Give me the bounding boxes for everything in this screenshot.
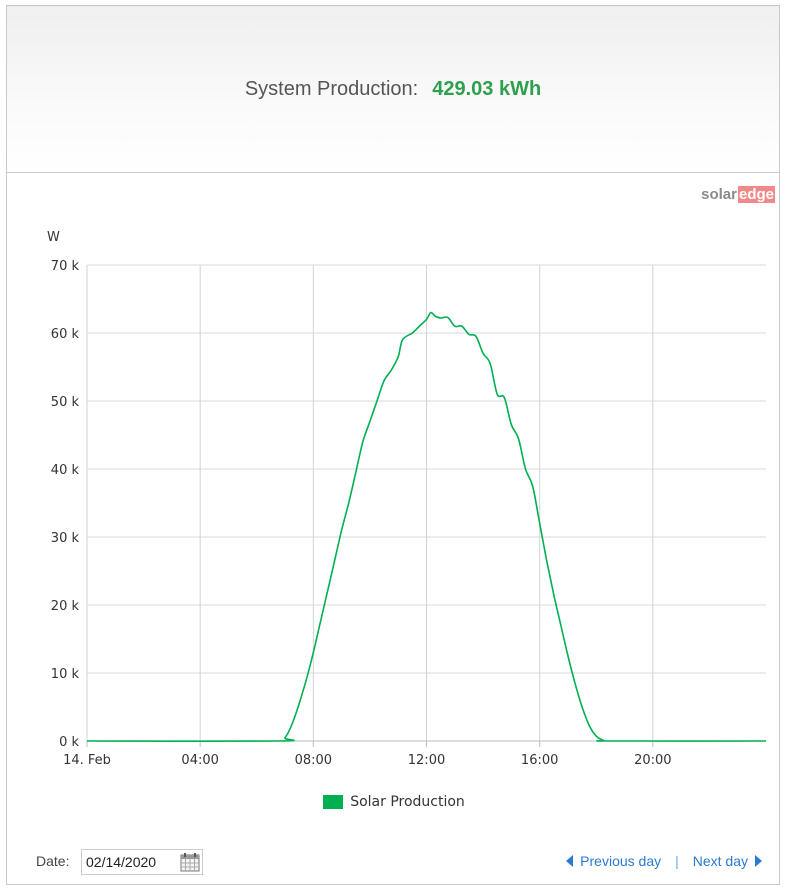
x-tick-label: 16:00 xyxy=(521,753,558,768)
grid-lines xyxy=(87,264,766,741)
x-tick-label: 20:00 xyxy=(634,753,671,768)
x-tick-label: 12:00 xyxy=(408,753,445,768)
date-label: Date: xyxy=(36,853,70,869)
y-tick-label: 30 k xyxy=(51,531,80,546)
nav-separator: | xyxy=(675,853,679,869)
y-tick-label: 50 k xyxy=(51,395,80,410)
solaredge-logo: solar edge xyxy=(701,186,775,203)
solar-production-line xyxy=(86,311,767,743)
production-header: System Production: 429.03 kWh xyxy=(7,6,779,173)
calendar-icon[interactable] xyxy=(179,851,201,873)
date-picker[interactable] xyxy=(81,849,203,875)
series-lines xyxy=(86,311,767,743)
x-tick-label: 08:00 xyxy=(295,753,332,768)
next-day-label: Next day xyxy=(692,853,748,869)
production-label: System Production: xyxy=(244,77,419,100)
x-tick-label: 04:00 xyxy=(181,753,218,768)
legend-swatch xyxy=(323,795,344,809)
production-panel: System Production: 429.03 kWh xyxy=(6,5,780,885)
chevron-right-icon xyxy=(755,855,762,867)
y-tick-label: 60 k xyxy=(51,327,80,342)
logo-text-solar: solar xyxy=(701,186,737,203)
date-input[interactable] xyxy=(82,850,176,874)
next-day-button[interactable]: Next day xyxy=(693,853,762,869)
y-tick-label: 20 k xyxy=(51,599,80,614)
production-value: 429.03 kWh xyxy=(432,77,542,100)
y-tick-label: 40 k xyxy=(51,463,80,478)
tick-labels: 0 k 10 k 20 k 30 k 40 k 50 k 60 k 70 k 14. Feb 04… xyxy=(51,259,672,768)
chart-legend[interactable]: Solar Production xyxy=(0,794,788,810)
day-navigation: Previous day | Next day xyxy=(566,853,762,869)
y-tick-label: 0 k xyxy=(59,735,79,750)
y-tick-label: 70 k xyxy=(51,259,80,274)
y-tick-label: 10 k xyxy=(51,667,80,682)
logo-text-edge: edge xyxy=(737,186,775,203)
date-navigation: Date: Previous day | Next day xyxy=(36,849,762,878)
previous-day-label: Previous day xyxy=(580,853,662,869)
x-tick-label: 14. Feb xyxy=(63,753,111,768)
previous-day-button[interactable]: Previous day xyxy=(566,853,661,869)
y-axis-label: W xyxy=(47,230,60,245)
chevron-left-icon xyxy=(566,855,574,867)
legend-label: Solar Production xyxy=(350,794,465,810)
